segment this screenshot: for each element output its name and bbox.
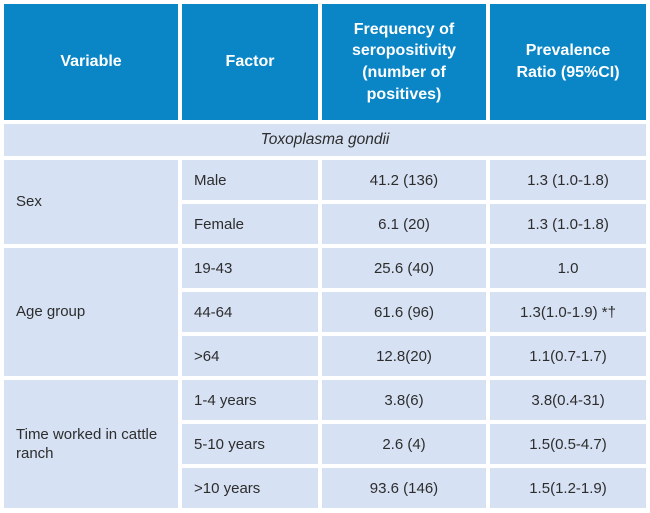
factor-cell: 1-4 years: [182, 380, 318, 420]
column-header-prevalence: Prevalence Ratio (95%CI): [490, 4, 646, 120]
prevalence-cell: 1.5(1.2-1.9): [490, 468, 646, 508]
frequency-cell: 41.2 (136): [322, 160, 486, 200]
factor-cell: >64: [182, 336, 318, 376]
factor-cell: Female: [182, 204, 318, 244]
table-row-time-5-10: 5-10 years 2.6 (4) 1.5(0.5-4.7): [4, 424, 646, 464]
table-row-sex-male: Sex Male 41.2 (136) 1.3 (1.0-1.8): [4, 160, 646, 244]
table-header-row: Variable Factor Frequency of seropositiv…: [4, 4, 646, 120]
column-header-variable-label: Variable: [60, 53, 122, 71]
frequency-cell: 6.1 (20): [322, 204, 486, 244]
table-row-time-1-4: Time worked in cattle ranch 1-4 years 3.…: [4, 380, 646, 508]
column-header-factor-label: Factor: [225, 53, 275, 71]
variable-cell-time-worked: Time worked in cattle ranch: [4, 380, 178, 508]
column-header-frequency-label: Frequency of seropositivity (number of p…: [351, 20, 457, 103]
column-header-frequency: Frequency of seropositivity (number of p…: [322, 4, 486, 120]
variable-cell-sex: Sex: [4, 160, 178, 244]
species-section-title: Toxoplasma gondii: [4, 124, 646, 156]
prevalence-cell: 1.3 (1.0-1.8): [490, 204, 646, 244]
prevalence-cell: 1.1(0.7-1.7): [490, 336, 646, 376]
factor-cell: 44-64: [182, 292, 318, 332]
factor-cell: 19-43: [182, 248, 318, 288]
frequency-cell: 12.8(20): [322, 336, 486, 376]
frequency-cell: 61.6 (96): [322, 292, 486, 332]
factor-cell: Male: [182, 160, 318, 200]
frequency-cell: 2.6 (4): [322, 424, 486, 464]
table-row-sex-female: Female 6.1 (20) 1.3 (1.0-1.8): [4, 204, 646, 244]
prevalence-cell: 1.3 (1.0-1.8): [490, 160, 646, 200]
column-header-variable: Variable: [4, 4, 178, 120]
table-row-age-19-43: Age group 19-43 25.6 (40) 1.0: [4, 248, 646, 376]
column-header-factor: Factor: [182, 4, 318, 120]
prevalence-cell: 1.3(1.0-1.9) *†: [490, 292, 646, 332]
table-row-time-over-10: >10 years 93.6 (146) 1.5(1.2-1.9): [4, 468, 646, 508]
table-row-age-44-64: 44-64 61.6 (96) 1.3(1.0-1.9) *†: [4, 292, 646, 332]
variable-cell-age-group: Age group: [4, 248, 178, 376]
frequency-cell: 25.6 (40): [322, 248, 486, 288]
column-header-prevalence-label: Prevalence Ratio (95%CI): [516, 42, 620, 81]
table-row-age-over-64: >64 12.8(20) 1.1(0.7-1.7): [4, 336, 646, 376]
frequency-cell: 3.8(6): [322, 380, 486, 420]
factor-cell: 5-10 years: [182, 424, 318, 464]
species-section-row: Toxoplasma gondii: [4, 124, 646, 156]
prevalence-cell: 1.0: [490, 248, 646, 288]
factor-cell: >10 years: [182, 468, 318, 508]
prevalence-cell: 3.8(0.4-31): [490, 380, 646, 420]
frequency-cell: 93.6 (146): [322, 468, 486, 508]
prevalence-cell: 1.5(0.5-4.7): [490, 424, 646, 464]
